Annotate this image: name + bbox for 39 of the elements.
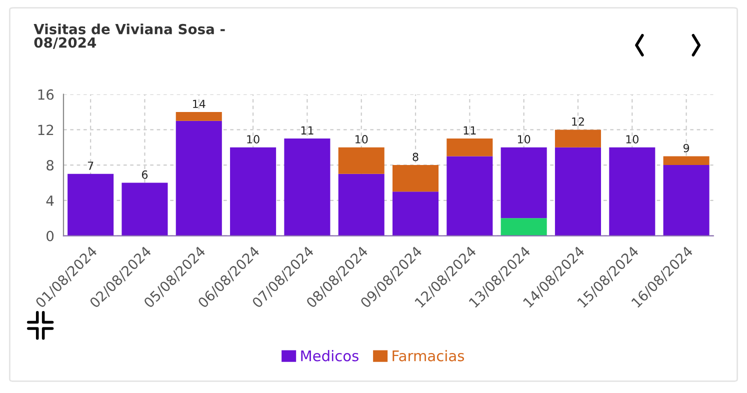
bar — [500, 147, 547, 218]
bar — [284, 138, 330, 236]
total-label: 6 — [142, 170, 148, 179]
total-label: 10 — [518, 135, 530, 144]
bar — [230, 147, 276, 236]
bar — [663, 165, 710, 236]
total-label: 7 — [88, 162, 94, 170]
bar — [500, 218, 547, 236]
total-label: 12 — [572, 117, 584, 126]
total-label: 8 — [412, 152, 418, 162]
total-label: 9 — [683, 144, 690, 152]
bar — [338, 174, 384, 236]
bar — [176, 120, 222, 236]
bar — [446, 156, 493, 236]
total-label: 11 — [301, 126, 314, 134]
y-tick-label: 4 — [46, 196, 54, 206]
legend-label: Farmacias — [392, 350, 464, 362]
bar — [554, 130, 602, 148]
bar — [663, 156, 710, 166]
bar — [446, 138, 493, 156]
bar — [392, 192, 439, 236]
chart-title: Visitas de Viviana Sosa - 08/2024 — [34, 24, 225, 49]
bar — [122, 182, 168, 236]
bar — [392, 165, 439, 192]
total-label: 11 — [464, 126, 476, 134]
total-label: 10 — [626, 135, 638, 144]
legend-label: Medicos — [301, 350, 358, 362]
total-label: 10 — [247, 135, 260, 144]
bar — [554, 147, 602, 236]
bar — [338, 147, 384, 174]
bar — [68, 174, 114, 236]
total-label: 10 — [356, 135, 368, 144]
y-tick-label: 12 — [38, 124, 54, 135]
y-tick-label: 16 — [38, 89, 54, 100]
bar — [176, 112, 222, 121]
y-tick-label: 8 — [46, 160, 54, 171]
y-tick-label: 0 — [46, 230, 54, 242]
total-label: 14 — [193, 100, 206, 108]
bar — [609, 147, 656, 236]
